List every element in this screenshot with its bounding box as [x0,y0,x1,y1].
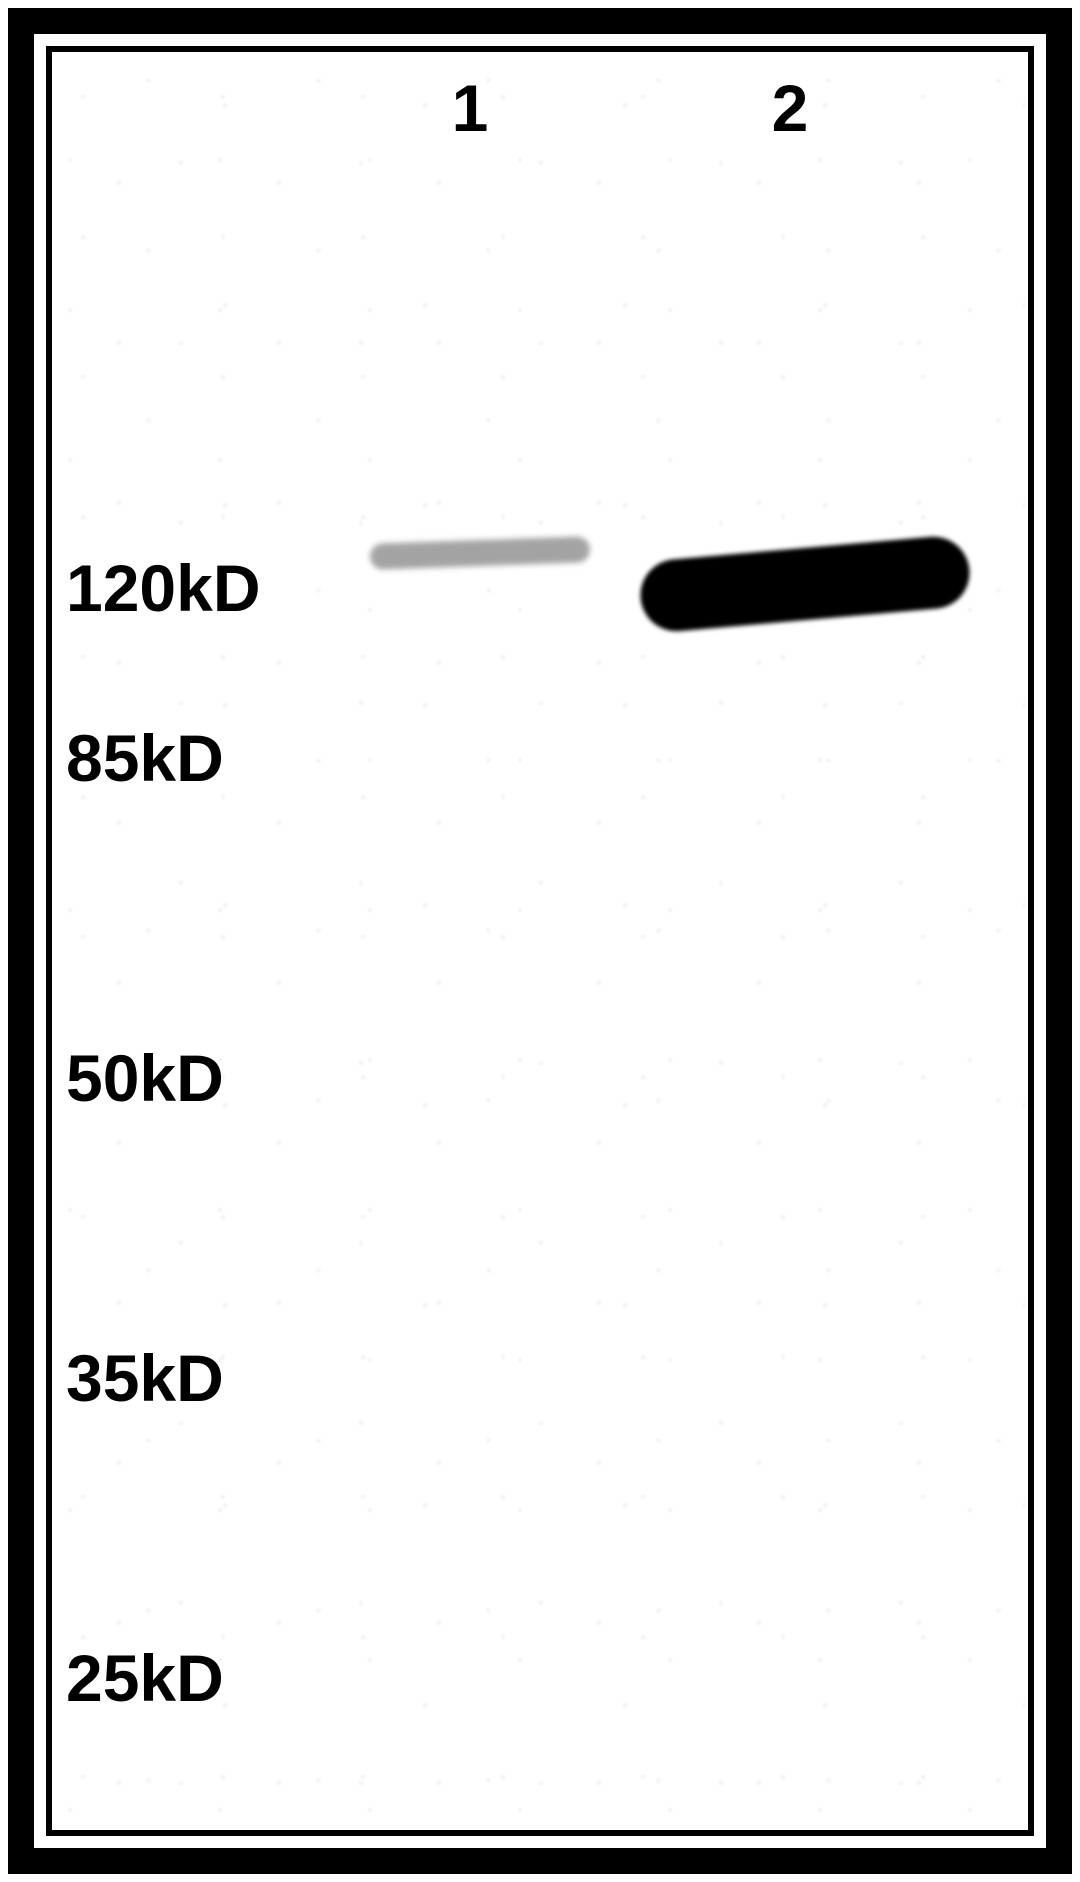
band-lane1-120kd [370,536,591,570]
lane-label-1: 1 [404,70,536,146]
mw-label-25kd: 25kD [66,1640,224,1716]
mw-label-50kd: 50kD [66,1040,224,1116]
band-lane2-120kd [637,534,972,634]
mw-label-35kd: 35kD [66,1340,224,1416]
mw-label-85kd: 85kD [66,720,224,796]
mw-label-120kd: 120kD [66,550,261,626]
film-grain [55,55,1025,1827]
lane-label-2: 2 [724,70,856,146]
blot-area [55,55,1025,1827]
